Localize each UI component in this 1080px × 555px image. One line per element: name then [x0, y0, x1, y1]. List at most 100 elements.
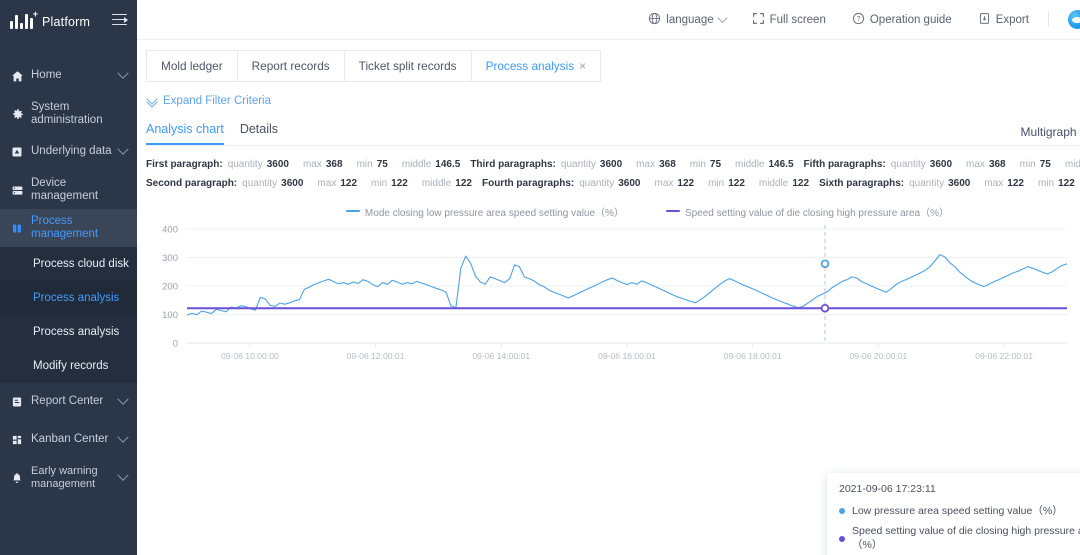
stat-value-max: 122: [677, 178, 695, 189]
stat-value-middle: 122: [792, 178, 810, 189]
stat-key-quantity: quantity: [242, 178, 278, 189]
stat-value-middle: 122: [455, 178, 472, 189]
stat-title: Fifth paragraphs:: [803, 159, 886, 170]
stat-key-middle: middle: [421, 178, 452, 189]
fullscreen-icon: [752, 12, 765, 28]
tab-ticket-split-records[interactable]: Ticket split records: [343, 50, 471, 82]
stat-title: Second paragraph:: [146, 178, 238, 189]
stat-value-middle: 146.5: [435, 159, 461, 170]
stat-title: Sixth paragraphs:: [819, 178, 905, 189]
svg-text:09-06 22:00:01: 09-06 22:00:01: [975, 351, 1033, 361]
menu-collapse-icon[interactable]: [112, 13, 128, 27]
stat-value-max: 368: [325, 159, 343, 170]
legend-color-swatch: [345, 210, 360, 212]
tooltip-series-name: Low pressure area speed setting value（%）: [852, 505, 1063, 517]
sidebar-item-label: Report Center: [31, 395, 104, 408]
avatar: [1067, 10, 1080, 29]
home-icon: [10, 69, 24, 83]
chevron-down-icon: [117, 393, 129, 405]
svg-text:09-06 20:00:01: 09-06 20:00:01: [850, 351, 908, 361]
sidebar-item-underlying-data[interactable]: Underlying data: [0, 133, 137, 171]
tooltip-row-series1: Low pressure area speed setting value（%）…: [839, 503, 1080, 518]
paragraph-stats: First paragraph: quantity 3600 max 368 m…: [137, 146, 1080, 193]
sidebar-subitem-label: Process cloud disk: [33, 258, 129, 270]
tab-process-analysis[interactable]: Process analysis ×: [470, 50, 602, 82]
stat-value-quantity: 3600: [266, 159, 289, 170]
stat-key-min: min: [1019, 159, 1036, 170]
svg-text:0: 0: [173, 339, 178, 350]
svg-text:09-06 12:00:01: 09-06 12:00:01: [347, 351, 405, 361]
language-selector[interactable]: language: [635, 0, 738, 40]
sidebar-item-early-warning-management[interactable]: Early warning management: [0, 459, 137, 497]
legend-item-series2[interactable]: Speed setting value of die closing high …: [665, 204, 949, 219]
user-menu[interactable]: YIZUMI: [1055, 0, 1080, 40]
sidebar-subitem-label: Process analysis: [33, 326, 120, 338]
stat-value-min: 75: [709, 159, 722, 170]
sidebar-subitem-process-analysis-2[interactable]: Process analysis: [0, 315, 137, 349]
tooltip-row-series2: Speed setting value of die closing high …: [839, 525, 1080, 552]
stat-key-quantity: quantity: [560, 159, 596, 170]
expand-filter-criteria[interactable]: Expand Filter Criteria: [137, 82, 1080, 107]
stat-key-quantity: quantity: [890, 159, 926, 170]
sidebar-item-label: Underlying data: [31, 145, 112, 158]
legend-item-series1[interactable]: Mode closing low pressure area speed set…: [345, 204, 624, 219]
content-tabbar: Analysis chart Details Multigraph mode: [146, 122, 1080, 146]
tooltip-series-name: Speed setting value of die closing high …: [852, 525, 1080, 551]
stat-group-second: Second paragraph: quantity 3600 max 122 …: [146, 178, 482, 189]
stat-value-min: 75: [1039, 159, 1051, 170]
chart-canvas[interactable]: 0 100 200 300 400 09-06 10:00:00 09-06 12:00:0…: [137, 221, 1080, 371]
tab-mold-ledger[interactable]: Mold ledger: [146, 50, 237, 82]
sidebar-item-label: Kanban Center: [31, 433, 109, 446]
sidebar-item-kanban-center[interactable]: Kanban Center: [0, 421, 137, 459]
sidebar-item-device-management[interactable]: Device management: [0, 171, 137, 209]
gear-icon: [10, 107, 24, 121]
sidebar-item-system-administration[interactable]: System administration: [0, 95, 137, 133]
stat-key-middle: middle: [1064, 159, 1080, 170]
stat-value-min: 122: [391, 178, 408, 189]
stat-group-fifth: Fifth paragraphs: quantity 3600 max 368 …: [804, 159, 1080, 170]
stat-group-sixth: Sixth paragraphs: quantity 3600 max 122 …: [819, 178, 1080, 189]
stat-value-max: 368: [988, 159, 1006, 170]
content-tab-label: Details: [239, 122, 279, 136]
operation-guide-button[interactable]: ? Operation guide: [839, 0, 965, 40]
sidebar-item-home[interactable]: Home: [0, 57, 137, 95]
stat-key-min: min: [689, 159, 706, 170]
topbar: language Full screen ? Operation guide: [137, 0, 1080, 40]
sidebar-item-process-management[interactable]: Process management: [0, 209, 137, 247]
fullscreen-button[interactable]: Full screen: [739, 0, 839, 40]
brand-name: Platform: [42, 14, 91, 29]
stat-key-min: min: [371, 178, 388, 189]
tab-details[interactable]: Details: [240, 122, 278, 145]
stat-value-max: 368: [659, 159, 676, 170]
stat-key-max: max: [966, 159, 985, 170]
operation-guide-label: Operation guide: [869, 13, 952, 26]
svg-text:09-06 10:00:00: 09-06 10:00:00: [221, 351, 279, 361]
sidebar-item-report-center[interactable]: Report Center: [0, 383, 137, 421]
close-icon[interactable]: ×: [579, 59, 587, 73]
filter-label: Expand Filter Criteria: [163, 95, 272, 107]
analysis-chart: Mode closing low pressure area speed set…: [137, 201, 1080, 555]
svg-text:300: 300: [162, 253, 178, 264]
stat-key-quantity: quantity: [909, 178, 945, 189]
tab-report-records[interactable]: Report records: [236, 50, 344, 82]
stat-title: First paragraph:: [146, 159, 223, 170]
sidebar-subitem-process-cloud-disk[interactable]: Process cloud disk: [0, 247, 137, 281]
svg-text:?: ?: [856, 16, 860, 23]
sidebar-subitem-modify-records[interactable]: Modify records: [0, 349, 137, 383]
stat-group-first: First paragraph: quantity 3600 max 368 m…: [146, 159, 470, 170]
page-tabs: Mold ledger Report records Ticket split …: [137, 50, 1080, 82]
question-circle-icon: ?: [852, 12, 865, 28]
brand-logo: + Platform: [10, 9, 91, 29]
tab-analysis-chart[interactable]: Analysis chart: [146, 122, 224, 145]
stat-key-min: min: [708, 178, 725, 189]
export-button[interactable]: Export: [965, 0, 1042, 40]
sidebar-subitem-process-analysis-1[interactable]: Process analysis: [0, 281, 137, 315]
stat-key-middle: middle: [735, 159, 765, 170]
sidebar-logo-row: + Platform: [0, 0, 137, 40]
sidebar-item-label: Device management: [31, 176, 99, 202]
bell-icon: [10, 471, 24, 485]
platform-logo-icon: +: [10, 9, 38, 29]
multigraph-mode-control: Multigraph mode: [1021, 124, 1080, 145]
chart-legend: Mode closing low pressure area speed set…: [137, 201, 1080, 221]
series-color-dot: [839, 535, 845, 542]
